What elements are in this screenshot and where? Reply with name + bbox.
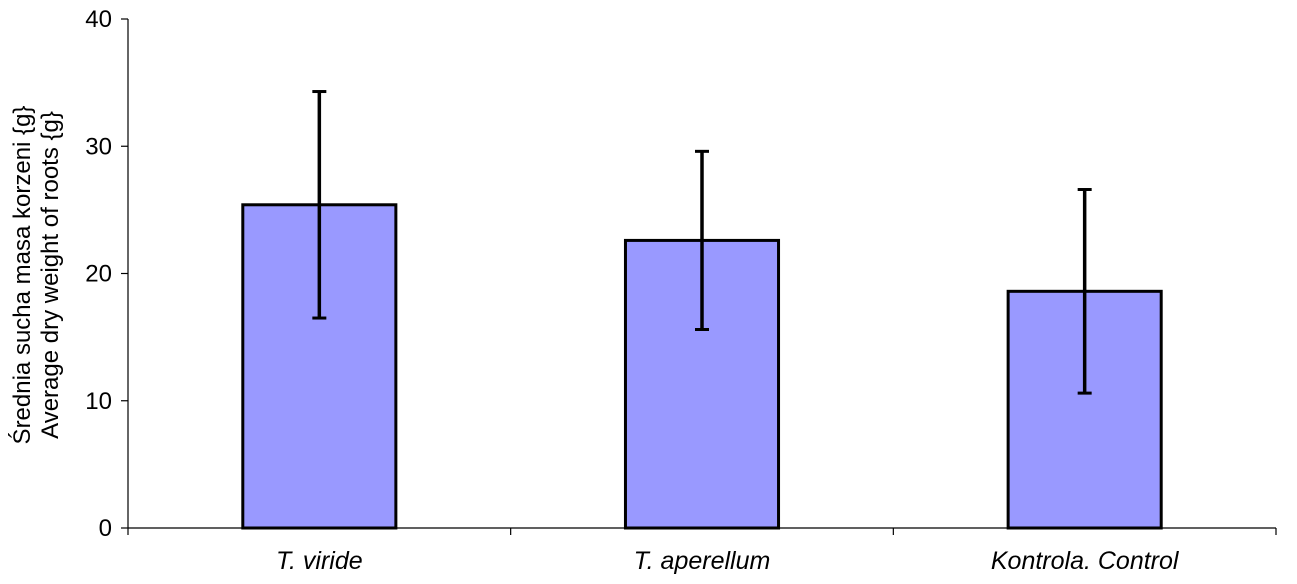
error-bar — [1077, 188, 1092, 395]
y-tick-label: 20 — [85, 261, 112, 288]
y-axis-title: Średnia sucha masa korzeni {g} Average d… — [8, 106, 64, 445]
x-category-label: Kontrola. Control — [991, 547, 1180, 575]
error-bar — [695, 149, 709, 331]
error-bars — [312, 90, 1092, 395]
y-tick-label: 40 — [85, 6, 112, 33]
ticks: 0 10 20 30 40 — [85, 6, 1277, 542]
category-labels: T. viride T. aperellum Kontrola. Control — [276, 547, 1180, 575]
y-tick-label: 0 — [99, 515, 112, 542]
y-tick-label: 30 — [85, 133, 112, 160]
x-category-label: T. aperellum — [634, 547, 771, 575]
y-tick-label: 10 — [85, 388, 112, 415]
error-bar — [312, 90, 327, 320]
y-axis-title-line-2: Average dry weight of roots {g} — [37, 111, 64, 439]
y-axis-title-line-1: Średnia sucha masa korzeni {g} — [8, 106, 36, 445]
bar — [241, 203, 398, 530]
x-category-label: T. viride — [276, 547, 363, 575]
